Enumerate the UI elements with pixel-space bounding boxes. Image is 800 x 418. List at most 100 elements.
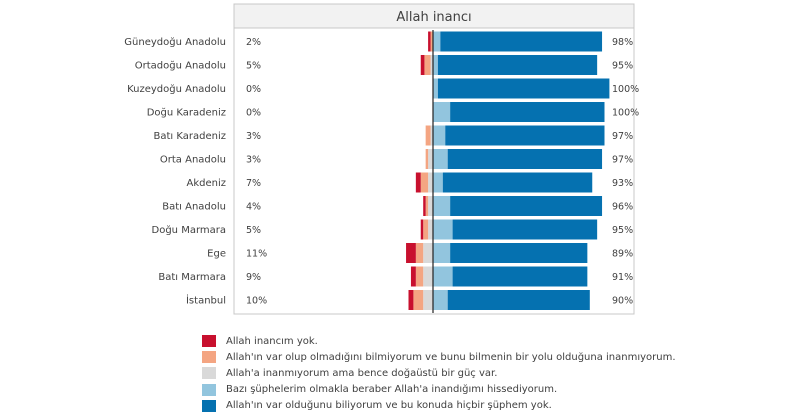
bar-segment	[452, 219, 598, 240]
legend-label: Allah'ın var olup olmadığını bilmiyorum …	[226, 351, 676, 363]
bar-segment	[428, 219, 433, 240]
legend-item: Allah'ın var olup olmadığını bilmiyorum …	[202, 349, 676, 365]
bar-segment	[428, 172, 433, 193]
right-percent-label: 95%	[612, 225, 633, 236]
bar-segment	[420, 172, 429, 193]
bar-segment	[440, 31, 603, 52]
legend-item: Allah'ın var olduğunu biliyorum ve bu ko…	[202, 398, 676, 414]
row-label: Orta Anadolu	[160, 155, 226, 166]
legend-label: Bazı şüphelerim olmakla beraber Allah'a …	[226, 384, 558, 396]
bar-segment	[433, 172, 443, 193]
bar-segment	[415, 243, 424, 263]
bar-segment	[423, 196, 426, 216]
row-label: Kuzeydoğu Anadolu	[127, 83, 226, 95]
rows: Güneydoğu Anadolu 2% 98% Ortadoğu Anadolu 5%…	[124, 30, 639, 313]
title-band	[233, 3, 635, 29]
right-percent-label: 93%	[612, 178, 633, 189]
legend-swatch	[202, 335, 216, 348]
bar-segment	[425, 196, 429, 216]
bar-segment	[433, 149, 448, 169]
left-percent-label: 7%	[246, 178, 261, 189]
bar-segment	[437, 78, 610, 99]
row-label: Ege	[207, 249, 226, 260]
right-percent-label: 95%	[612, 61, 633, 72]
row-label: Batı Karadeniz	[154, 131, 226, 142]
bar-segment	[430, 55, 433, 75]
legend-item: Allah inancım yok.	[202, 333, 676, 349]
legend-label: Allah'ın var olduğunu biliyorum ve bu ko…	[226, 400, 552, 412]
right-percent-label: 97%	[612, 155, 633, 166]
row-label: Doğu Karadeniz	[147, 107, 226, 119]
left-percent-label: 2%	[246, 37, 261, 48]
right-percent-label: 90%	[612, 296, 633, 307]
left-percent-label: 5%	[246, 61, 261, 72]
left-percent-label: 3%	[246, 131, 261, 142]
bar-segment	[433, 55, 438, 75]
bar-segment	[433, 290, 448, 310]
bar-segment	[425, 149, 429, 169]
bar-segment	[428, 31, 431, 52]
right-percent-label: 96%	[612, 202, 633, 213]
legend-swatch	[202, 351, 216, 364]
left-percent-label: 9%	[246, 272, 261, 283]
chart-title: Allah inancı	[396, 10, 471, 25]
row-label: İstanbul	[186, 294, 226, 307]
legend-swatch	[202, 383, 216, 396]
right-percent-label: 100%	[612, 108, 639, 119]
bar-segment	[433, 31, 441, 52]
bar-segment	[433, 102, 451, 122]
chart: Allah inancı Güneydoğu Anadolu 2% 98% Ortad…	[124, 3, 639, 315]
bar-segment	[452, 266, 588, 287]
bar-segment	[425, 125, 431, 146]
row-label: Batı Marmara	[158, 272, 226, 283]
bar-segment	[433, 243, 451, 263]
left-percent-label: 11%	[246, 249, 267, 260]
bar-segment	[423, 266, 433, 287]
row-label: Ortadoğu Anadolu	[135, 60, 226, 72]
row-label: Batı Anadolu	[162, 202, 226, 213]
bar-segment	[433, 219, 453, 240]
bar-segment	[433, 78, 438, 99]
bar-segment	[450, 243, 588, 263]
left-percent-label: 4%	[246, 202, 261, 213]
legend-item: Bazı şüphelerim olmakla beraber Allah'a …	[202, 382, 676, 398]
legend-swatch	[202, 367, 216, 380]
left-percent-label: 10%	[246, 296, 267, 307]
bar-segment	[450, 102, 605, 122]
bar-segment	[430, 31, 433, 52]
left-percent-label: 0%	[246, 84, 261, 95]
bar-segment	[447, 149, 603, 169]
bar-segment	[442, 172, 593, 193]
bar-segment	[423, 219, 429, 240]
bar-segment	[423, 290, 433, 310]
bar-segment	[445, 125, 605, 146]
row-label: Akdeniz	[187, 178, 227, 189]
bar-segment	[447, 290, 590, 310]
bar-segment	[408, 290, 414, 310]
bar-segment	[437, 55, 598, 75]
legend-item: Allah'a inanmıyorum ama bence doğaüstü b…	[202, 365, 676, 381]
left-percent-label: 0%	[246, 108, 261, 119]
bar-segment	[415, 172, 421, 193]
left-percent-label: 3%	[246, 155, 261, 166]
right-percent-label: 98%	[612, 37, 633, 48]
legend-label: Allah'a inanmıyorum ama bence doğaüstü b…	[226, 367, 498, 379]
left-percent-label: 5%	[246, 225, 261, 236]
right-percent-label: 91%	[612, 272, 633, 283]
bar-segment	[413, 290, 424, 310]
bar-segment	[430, 125, 433, 146]
bar-segment	[433, 266, 453, 287]
row-label: Güneydoğu Anadolu	[124, 36, 226, 48]
bar-segment	[420, 55, 425, 75]
right-percent-label: 89%	[612, 249, 633, 260]
bar-segment	[428, 149, 433, 169]
row-label: Doğu Marmara	[152, 224, 226, 236]
bar-segment	[450, 196, 603, 216]
bar-segment	[423, 243, 433, 263]
legend-label: Allah inancım yok.	[226, 335, 318, 347]
bar-segment	[420, 219, 424, 240]
bar-segment	[410, 266, 416, 287]
bar-segment	[424, 55, 431, 75]
bar-segment	[433, 125, 446, 146]
bar-segment	[415, 266, 424, 287]
